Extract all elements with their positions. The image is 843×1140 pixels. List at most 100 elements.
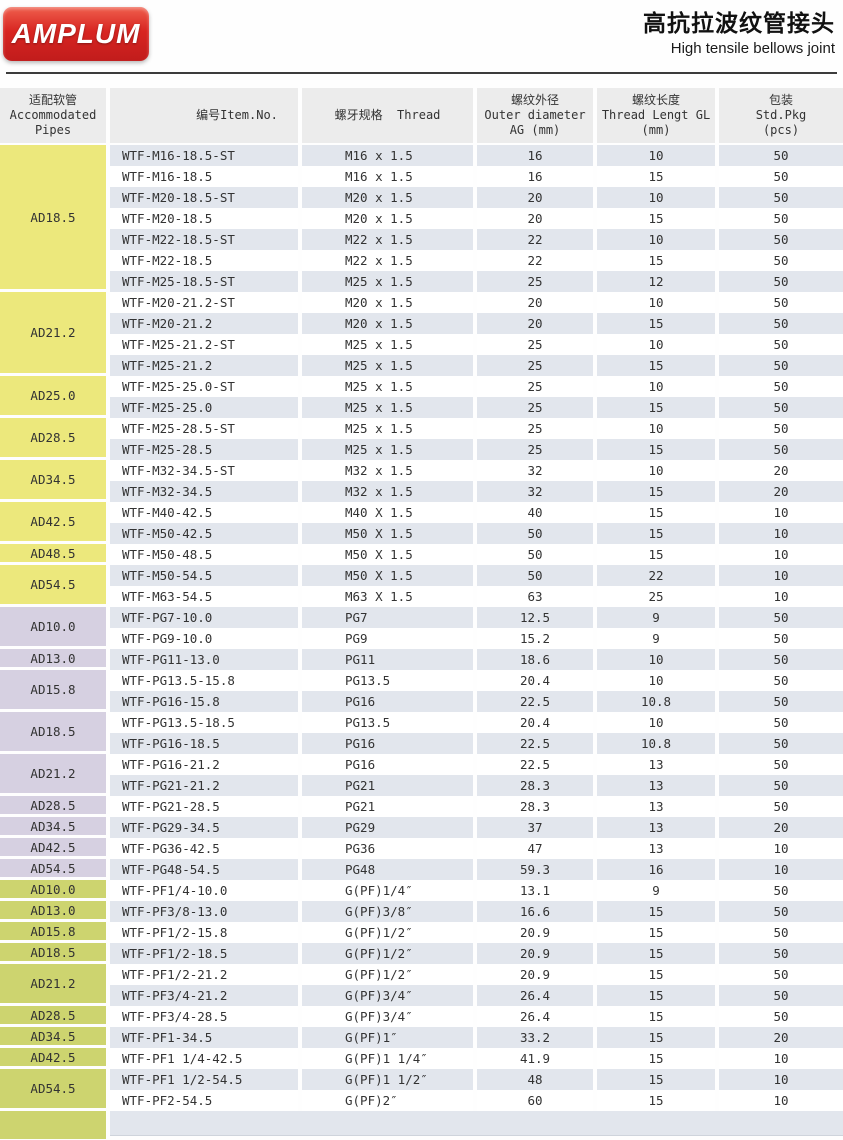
cell-thread: M20 x 1.5 <box>302 292 473 313</box>
table-row: WTF-M40-42.5 M40 X 1.5 40 15 10 <box>110 502 843 523</box>
header-divider <box>6 72 837 74</box>
cell-item-no: WTF-PG9-10.0 <box>110 628 298 649</box>
cell-std-pkg: 50 <box>719 964 843 985</box>
cell-thread-length: 10 <box>597 376 715 397</box>
cell-thread-length: 13 <box>597 796 715 817</box>
cell-thread-length: 15 <box>597 208 715 229</box>
cell-outer-diameter: 40 <box>477 502 593 523</box>
cell-outer-diameter: 25 <box>477 271 593 292</box>
pipe-group-column: AD18.5 AD21.2 AD25.0 AD28.5 AD34.5 AD42.5 AD48… <box>0 145 106 1111</box>
pipe-group-label: AD54.5 <box>0 565 106 604</box>
cell-thread-length: 10 <box>597 187 715 208</box>
page-header: AMPLUM 高抗拉波纹管接头 High tensile bellows joi… <box>0 0 843 72</box>
cell-std-pkg: 50 <box>719 376 843 397</box>
cell-outer-diameter: 28.3 <box>477 796 593 817</box>
cell-thread-length: 9 <box>597 607 715 628</box>
table-row: WTF-PG36-42.5 PG36 47 13 10 <box>110 838 843 859</box>
cell-std-pkg: 50 <box>719 880 843 901</box>
table-header-row: 适配软管 Accommodated Pipes 编号Item.No. 螺牙规格 Thre… <box>0 88 843 143</box>
cell-thread-length: 9 <box>597 628 715 649</box>
column-header-line: Thread Lengt GL <box>601 108 711 122</box>
cell-std-pkg: 10 <box>719 502 843 523</box>
cell-thread: G(PF)3/4″ <box>302 985 473 1006</box>
cell-std-pkg: 10 <box>719 544 843 565</box>
cell-outer-diameter: 25 <box>477 439 593 460</box>
table-row: WTF-PF1 1/2-54.5 G(PF)1 1/2″ 48 15 10 <box>110 1069 843 1090</box>
cell-thread-length: 10 <box>597 145 715 166</box>
table-row: WTF-PF1/2-21.2 G(PF)1/2″ 20.9 15 50 <box>110 964 843 985</box>
table-row: WTF-PF3/8-13.0 G(PF)3/8″ 16.6 15 50 <box>110 901 843 922</box>
column-header-line: AG (mm) <box>509 123 561 137</box>
cell-item-no: WTF-M25-21.2-ST <box>110 334 298 355</box>
table-row: WTF-PG13.5-15.8 PG13.5 20.4 10 50 <box>110 670 843 691</box>
cell-outer-diameter: 16 <box>477 145 593 166</box>
table-row: WTF-M20-21.2 M20 x 1.5 20 15 50 <box>110 313 843 334</box>
cell-item-no: WTF-M22-18.5-ST <box>110 229 298 250</box>
cell-thread-length: 10 <box>597 712 715 733</box>
cell-std-pkg: 50 <box>719 418 843 439</box>
cell-outer-diameter: 20.4 <box>477 712 593 733</box>
table-row: WTF-PG16-18.5 PG16 22.5 10.8 50 <box>110 733 843 754</box>
cell-std-pkg: 50 <box>719 187 843 208</box>
table-row: WTF-PF1/2-15.8 G(PF)1/2″ 20.9 15 50 <box>110 922 843 943</box>
cell-thread: PG16 <box>302 733 473 754</box>
column-header-line: 螺纹长度 <box>631 93 680 107</box>
cell-std-pkg: 10 <box>719 523 843 544</box>
cell-item-no: WTF-M32-34.5-ST <box>110 460 298 481</box>
data-rows: WTF-M16-18.5-ST M16 x 1.5 16 10 50 WTF-M16-18… <box>110 145 843 1111</box>
cell-item-no: WTF-PF1/2-21.2 <box>110 964 298 985</box>
table-row: WTF-M25-18.5-ST M25 x 1.5 25 12 50 <box>110 271 843 292</box>
table-footer-row <box>0 1111 843 1139</box>
cell-item-no: WTF-M63-54.5 <box>110 586 298 607</box>
cell-outer-diameter: 20.4 <box>477 670 593 691</box>
cell-thread: G(PF)1/4″ <box>302 880 473 901</box>
cell-item-no: WTF-PF1 1/4-42.5 <box>110 1048 298 1069</box>
cell-outer-diameter: 50 <box>477 523 593 544</box>
cell-thread-length: 10 <box>597 649 715 670</box>
cell-outer-diameter: 25 <box>477 334 593 355</box>
cell-std-pkg: 50 <box>719 733 843 754</box>
cell-std-pkg: 50 <box>719 313 843 334</box>
cell-thread: M25 x 1.5 <box>302 397 473 418</box>
pipe-group-label: AD28.5 <box>0 1006 106 1024</box>
cell-outer-diameter: 20.9 <box>477 943 593 964</box>
table-row: WTF-M22-18.5-ST M22 x 1.5 22 10 50 <box>110 229 843 250</box>
cell-std-pkg: 50 <box>719 901 843 922</box>
cell-thread: PG16 <box>302 691 473 712</box>
pipe-group-label: AD18.5 <box>0 712 106 751</box>
cell-outer-diameter: 15.2 <box>477 628 593 649</box>
cell-thread: G(PF)1/2″ <box>302 943 473 964</box>
cell-std-pkg: 50 <box>719 292 843 313</box>
cell-item-no: WTF-M50-54.5 <box>110 565 298 586</box>
cell-std-pkg: 50 <box>719 943 843 964</box>
cell-item-no: WTF-M16-18.5-ST <box>110 145 298 166</box>
table-row: WTF-PF3/4-21.2 G(PF)3/4″ 26.4 15 50 <box>110 985 843 1006</box>
cell-thread: M63 X 1.5 <box>302 586 473 607</box>
cell-thread: M32 x 1.5 <box>302 481 473 502</box>
pipe-group-label: AD54.5 <box>0 1069 106 1108</box>
cell-outer-diameter: 20 <box>477 292 593 313</box>
cell-thread-length: 15 <box>597 544 715 565</box>
cell-thread-length: 15 <box>597 1069 715 1090</box>
cell-outer-diameter: 41.9 <box>477 1048 593 1069</box>
cell-outer-diameter: 16.6 <box>477 901 593 922</box>
cell-outer-diameter: 63 <box>477 586 593 607</box>
cell-item-no: WTF-M50-48.5 <box>110 544 298 565</box>
table-row: WTF-M25-21.2-ST M25 x 1.5 25 10 50 <box>110 334 843 355</box>
cell-outer-diameter: 32 <box>477 481 593 502</box>
cell-std-pkg: 50 <box>719 334 843 355</box>
page-title: 高抗拉波纹管接头 High tensile bellows joint <box>643 8 835 60</box>
cell-outer-diameter: 22 <box>477 229 593 250</box>
cell-std-pkg: 10 <box>719 586 843 607</box>
cell-item-no: WTF-M20-18.5-ST <box>110 187 298 208</box>
cell-thread: G(PF)1/2″ <box>302 922 473 943</box>
cell-item-no: WTF-M25-21.2 <box>110 355 298 376</box>
cell-std-pkg: 50 <box>719 985 843 1006</box>
cell-std-pkg: 50 <box>719 439 843 460</box>
cell-std-pkg: 50 <box>719 628 843 649</box>
cell-item-no: WTF-PG21-21.2 <box>110 775 298 796</box>
cell-outer-diameter: 12.5 <box>477 607 593 628</box>
cell-item-no: WTF-M25-28.5-ST <box>110 418 298 439</box>
cell-thread: M50 X 1.5 <box>302 544 473 565</box>
table-row: WTF-PG29-34.5 PG29 37 13 20 <box>110 817 843 838</box>
